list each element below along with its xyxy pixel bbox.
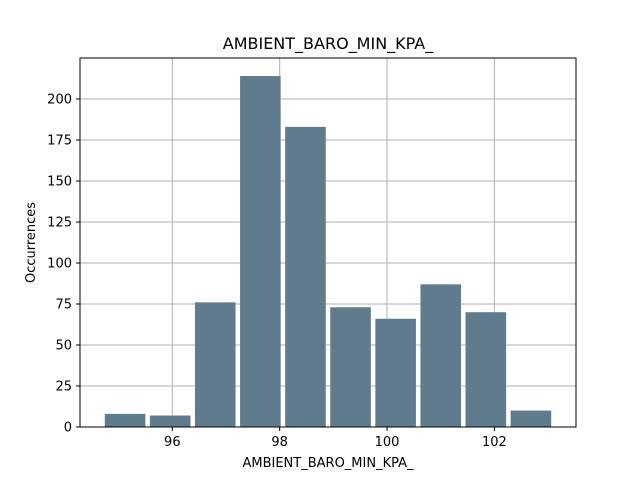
chart-title: AMBIENT_BARO_MIN_KPA_ bbox=[223, 34, 434, 54]
x-tick-label: 96 bbox=[164, 435, 181, 450]
y-axis-title: Occurrences bbox=[24, 202, 39, 283]
histogram-bar bbox=[149, 415, 191, 427]
histogram-bar bbox=[375, 318, 416, 427]
histogram-bar bbox=[285, 126, 326, 427]
y-tick-label: 175 bbox=[47, 134, 72, 149]
y-tick-label: 50 bbox=[55, 339, 72, 354]
x-tick-label: 102 bbox=[482, 435, 507, 450]
x-axis-ticks: 96 98 100 102 bbox=[164, 427, 507, 450]
histogram-bar bbox=[330, 307, 371, 427]
y-axis-ticks: 0 25 50 75 100 125 150 175 200 bbox=[47, 93, 80, 436]
histogram-bar bbox=[420, 284, 462, 427]
y-tick-label: 200 bbox=[47, 93, 72, 108]
y-tick-label: 100 bbox=[47, 257, 72, 272]
histogram-bar bbox=[510, 410, 552, 427]
histogram-bar bbox=[104, 413, 146, 427]
y-tick-label: 150 bbox=[47, 175, 72, 190]
y-tick-label: 75 bbox=[55, 298, 72, 313]
y-tick-label: 125 bbox=[47, 216, 72, 231]
y-tick-label: 0 bbox=[64, 421, 72, 436]
x-tick-label: 100 bbox=[375, 435, 400, 450]
histogram-bar bbox=[194, 302, 236, 427]
x-axis-title: AMBIENT_BARO_MIN_KPA_ bbox=[242, 456, 414, 471]
histogram-bar bbox=[465, 312, 507, 427]
bars bbox=[104, 76, 552, 427]
plot-frame bbox=[79, 57, 577, 428]
histogram-bar bbox=[240, 76, 281, 427]
y-tick-label: 25 bbox=[55, 380, 72, 395]
x-tick-label: 98 bbox=[271, 435, 288, 450]
